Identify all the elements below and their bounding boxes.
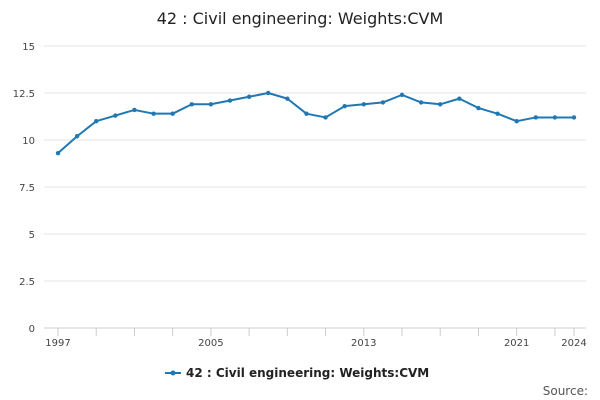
data-point — [476, 105, 481, 111]
source-label: Source: — [543, 384, 588, 398]
data-point — [342, 103, 347, 109]
data-point — [132, 107, 137, 113]
data-point — [170, 111, 175, 116]
data-point — [457, 96, 462, 101]
data-point — [74, 134, 80, 139]
series-line — [57, 92, 574, 154]
gridlines — [44, 45, 586, 329]
y-tick-label: 0 — [29, 324, 35, 335]
axes: 0 2.5 5 7.5 10 12.5 15 1997 2005 2013 2021 2024 — [13, 42, 587, 349]
y-tick-label: 15 — [22, 42, 35, 53]
data-point — [495, 111, 500, 116]
data-point — [246, 94, 252, 99]
data-point — [571, 115, 577, 120]
data-point — [227, 98, 233, 103]
chart-title: 42 : Civil engineering: Weights:CVM — [157, 9, 444, 28]
data-point — [208, 102, 214, 107]
x-tick-label: 2024 — [561, 338, 586, 349]
data-point — [323, 115, 328, 120]
series-layer — [55, 90, 577, 156]
legend[interactable]: 42 : Civil engineering: Weights:CVM — [165, 366, 429, 380]
data-point — [189, 102, 194, 107]
data-point — [552, 115, 558, 120]
data-point — [399, 92, 405, 98]
data-point — [151, 111, 156, 116]
y-tick-label: 7.5 — [19, 183, 35, 194]
data-point — [304, 111, 309, 116]
data-point — [380, 100, 386, 105]
legend-dot-marker — [170, 370, 176, 376]
y-tick-label: 10 — [22, 136, 35, 147]
data-point — [361, 102, 366, 107]
data-point — [438, 102, 443, 107]
x-tick-label: 2013 — [351, 338, 376, 349]
data-point — [418, 100, 424, 105]
x-tick-label: 1997 — [45, 338, 70, 349]
data-point — [94, 119, 99, 124]
x-tick-label: 2005 — [198, 338, 223, 349]
data-point — [514, 119, 519, 124]
data-point — [113, 113, 118, 118]
data-point — [285, 96, 290, 101]
data-point — [266, 90, 271, 96]
y-tick-label: 12.5 — [13, 89, 35, 100]
x-tick-label: 2021 — [504, 338, 529, 349]
y-tick-label: 2.5 — [19, 277, 35, 288]
data-point — [533, 115, 538, 120]
y-tick-label: 5 — [29, 230, 35, 241]
legend-label: 42 : Civil engineering: Weights:CVM — [186, 366, 429, 380]
data-point — [55, 150, 61, 156]
